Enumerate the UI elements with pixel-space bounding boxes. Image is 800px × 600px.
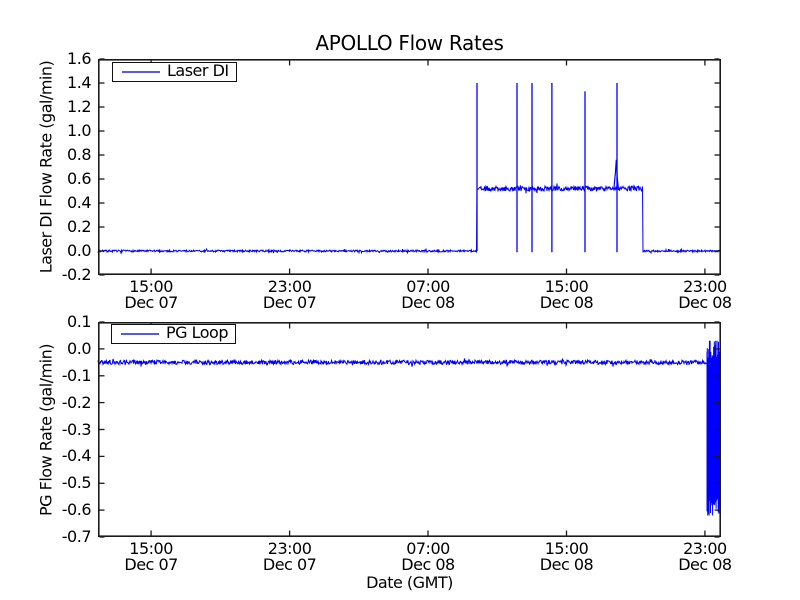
- x-tick-date: Dec 08: [401, 293, 455, 312]
- x-tick-label: 23:00 Dec 08: [678, 539, 732, 574]
- y-tick-label: 0.8: [67, 145, 91, 164]
- chart-title: APOLLO Flow Rates: [315, 31, 504, 55]
- y-tick-label: 0.4: [67, 193, 91, 212]
- x-tick-time: 23:00: [683, 277, 727, 296]
- x-tick-time: 23:00: [267, 539, 312, 558]
- x-tick-date: Dec 07: [124, 293, 178, 312]
- x-tick-date: Dec 08: [678, 555, 732, 574]
- y-tick-label: -0.7: [61, 527, 92, 546]
- y-tick-label: 1.4: [67, 73, 91, 92]
- y-tick-label: -0.2: [61, 265, 92, 284]
- x-tick-label: 07:00 Dec 08: [401, 277, 455, 312]
- axes-frame: [98, 322, 722, 537]
- axes-frame: [98, 59, 722, 275]
- x-tick-time: 15:00: [544, 277, 589, 296]
- y-tick-label: 0.2: [67, 217, 91, 236]
- y-tick-label: -0.2: [61, 392, 92, 412]
- laser-di-line: [97, 183, 722, 255]
- pg-loop-plot-area: PG Loop 0.1 0.0 -0.1 -0.2 -0.3 -0.4 -0.5 -0.6 -0…: [62, 314, 732, 573]
- y-tick-label: 0.1: [67, 312, 91, 331]
- x-tick-label: 23:00 Dec 07: [262, 539, 317, 574]
- legend-line-sample: [122, 71, 160, 73]
- flow-bump: [613, 159, 619, 189]
- y-axis-label-laser-di: Laser DI Flow Rate (gal/min): [36, 60, 56, 274]
- x-tick-time: 15:00: [544, 539, 589, 558]
- y-tick-label: -0.6: [61, 500, 92, 520]
- x-tick-label: 07:00 Dec 08: [401, 539, 455, 574]
- legend-pg-loop: PG Loop: [111, 324, 236, 344]
- x-tick-date: Dec 08: [678, 293, 732, 312]
- legend-label: PG Loop: [166, 323, 229, 342]
- y-tick-label: 0.0: [67, 338, 91, 358]
- x-tick-time: 23:00: [267, 277, 312, 296]
- y-tick-label: -0.3: [61, 419, 92, 439]
- x-tick-label: 15:00 Dec 08: [539, 277, 594, 312]
- y-tick-label: 0.6: [67, 169, 91, 188]
- x-tick-label: 23:00 Dec 08: [678, 277, 732, 312]
- y-tick-label: -0.1: [61, 365, 92, 385]
- x-tick-time: 15:00: [129, 539, 173, 558]
- x-tick-date: Dec 08: [539, 293, 594, 312]
- x-tick-time: 23:00: [683, 539, 727, 558]
- top-plot-canvas: [97, 58, 722, 276]
- legend-line-sample: [121, 333, 159, 335]
- y-tick-label: -0.5: [61, 473, 92, 493]
- pg-loop-line: [97, 340, 721, 516]
- y-tick-label: -0.4: [61, 446, 92, 466]
- x-tick-date: Dec 07: [124, 555, 178, 574]
- laser-di-plot-area: Laser DI 1.6 1.4 1.2 1.0 0.8 0.6 0.4 0.2 0.0 -0.2…: [62, 51, 732, 311]
- x-axis-label: Date (GMT): [366, 573, 453, 592]
- legend-laser-di: Laser DI: [112, 62, 237, 82]
- bottom-plot-canvas: [97, 321, 722, 538]
- x-tick-date: Dec 08: [539, 555, 594, 574]
- x-tick-label: 23:00 Dec 07: [262, 277, 317, 312]
- x-tick-label: 15:00 Dec 07: [124, 539, 178, 574]
- x-tick-date: Dec 08: [401, 555, 455, 574]
- x-tick-label: 15:00 Dec 07: [124, 277, 178, 312]
- x-tick-date: Dec 07: [262, 293, 317, 312]
- legend-label: Laser DI: [167, 61, 229, 80]
- x-tick-date: Dec 07: [262, 555, 317, 574]
- y-tick-label: 1.0: [67, 121, 91, 140]
- y-tick-label: 1.2: [67, 97, 91, 116]
- x-tick-time: 15:00: [129, 277, 173, 296]
- x-tick-time: 07:00: [406, 277, 450, 296]
- x-tick-time: 07:00: [406, 539, 450, 558]
- x-tick-label: 15:00 Dec 08: [539, 539, 594, 574]
- y-tick-label: 0.0: [67, 241, 91, 260]
- y-tick-label: 1.6: [67, 49, 91, 68]
